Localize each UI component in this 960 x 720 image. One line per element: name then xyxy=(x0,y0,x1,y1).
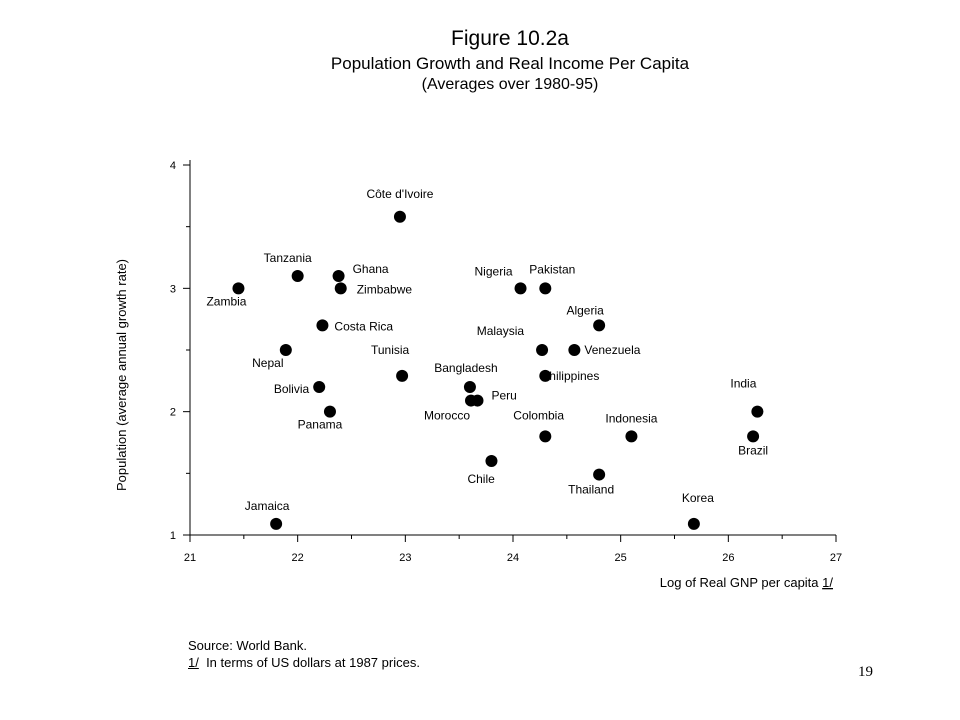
point-labels: Côte d'Ivoire Tanzania Ghana Zambia Zimbabwe… xyxy=(206,187,768,513)
x-axis-footnote-mark: 1/ xyxy=(822,575,833,590)
y-tick-label: 2 xyxy=(170,407,176,419)
scatter-point xyxy=(232,282,245,295)
scatter-point xyxy=(313,381,326,393)
x-tick-label: 26 xyxy=(722,552,734,564)
x-tick-label: 21 xyxy=(184,552,196,564)
point-label: Philippines xyxy=(541,369,599,383)
point-label: Zambia xyxy=(206,294,246,308)
tick-marks xyxy=(183,164,837,542)
footnote: 1/ In terms of US dollars at 1987 prices… xyxy=(188,654,420,671)
point-label: Nepal xyxy=(252,356,283,370)
scatter-point xyxy=(539,430,552,443)
scatter-point xyxy=(463,381,476,393)
point-label: Tunisia xyxy=(371,343,410,357)
figure-subtitle: Population Growth and Real Income Per Ca… xyxy=(330,54,690,73)
point-label: Peru xyxy=(491,389,516,403)
scatter-point xyxy=(751,405,764,418)
scatter-point xyxy=(536,344,549,356)
scatter-point xyxy=(465,394,478,407)
point-label: Bangladesh xyxy=(434,361,497,375)
scatter-point xyxy=(270,517,283,530)
point-label: Colombia xyxy=(513,408,564,422)
scatter-point xyxy=(593,319,606,332)
point-label: Pakistan xyxy=(529,262,575,276)
point-label: Chile xyxy=(467,472,495,486)
scatter-point xyxy=(485,455,498,467)
scatter-point xyxy=(687,517,700,530)
y-tick-label: 4 xyxy=(170,160,176,172)
x-tick-label: 22 xyxy=(292,552,304,564)
title-block: Figure 10.2a Population Growth and Real … xyxy=(0,26,960,95)
scatter-point xyxy=(747,430,760,443)
x-axis-title-text: Log of Real GNP per capita xyxy=(660,575,820,590)
point-label: Costa Rica xyxy=(334,319,393,333)
point-label: Jamaica xyxy=(245,499,290,513)
point-label: Korea xyxy=(682,491,714,505)
x-tick-label: 27 xyxy=(830,552,842,564)
scatter-point xyxy=(539,282,552,295)
footnote-text: In terms of US dollars at 1987 prices. xyxy=(198,655,420,670)
point-label: Venezuela xyxy=(584,343,640,357)
point-label: Algeria xyxy=(566,303,604,317)
figure-period: (Averages over 1980-95) xyxy=(421,76,599,93)
point-label: Ghana xyxy=(353,262,389,276)
y-tick-label: 3 xyxy=(170,283,176,295)
scatter-point xyxy=(316,319,329,332)
scatter-point xyxy=(593,468,606,481)
y-tick-label: 1 xyxy=(170,530,176,542)
scatter-point xyxy=(625,430,638,443)
scatter-point xyxy=(396,369,409,382)
point-label: India xyxy=(730,377,756,391)
figure-title: Figure 10.2a xyxy=(451,27,569,50)
x-tick-label: 23 xyxy=(399,552,411,564)
scatter-point xyxy=(332,270,345,282)
point-label: Zimbabwe xyxy=(357,282,413,296)
scatter-point xyxy=(393,210,406,223)
point-label: Thailand xyxy=(568,483,614,497)
scatter-point xyxy=(323,405,336,418)
point-label: Tanzania xyxy=(264,251,312,265)
source-note: Source: World Bank. xyxy=(188,638,307,653)
point-label: Panama xyxy=(298,418,343,432)
scatter-point xyxy=(539,369,552,382)
y-axis-title: Population (average annual growth rate) xyxy=(114,259,129,491)
scatter-point xyxy=(291,270,304,282)
point-label: Nigeria xyxy=(475,264,513,278)
scatter-point xyxy=(279,344,292,356)
scatter-point xyxy=(568,344,581,356)
point-label: Malaysia xyxy=(477,324,525,338)
notes: Source: World Bank. 1/ In terms of US do… xyxy=(188,637,420,671)
page-number: 19 xyxy=(858,664,873,680)
point-label: Indonesia xyxy=(605,411,657,425)
footnote-mark: 1/ xyxy=(188,655,199,670)
point-label: Brazil xyxy=(738,443,768,457)
x-axis-title: Log of Real GNP per capita 1/ xyxy=(660,575,834,590)
point-label: Bolivia xyxy=(274,382,310,396)
scatter-point xyxy=(334,282,347,295)
data-points xyxy=(232,210,764,530)
scatter-point xyxy=(514,282,527,295)
point-label: Côte d'Ivoire xyxy=(366,187,433,201)
x-tick-label: 25 xyxy=(615,552,627,564)
point-label: Morocco xyxy=(424,409,470,423)
x-tick-label: 24 xyxy=(507,552,519,564)
